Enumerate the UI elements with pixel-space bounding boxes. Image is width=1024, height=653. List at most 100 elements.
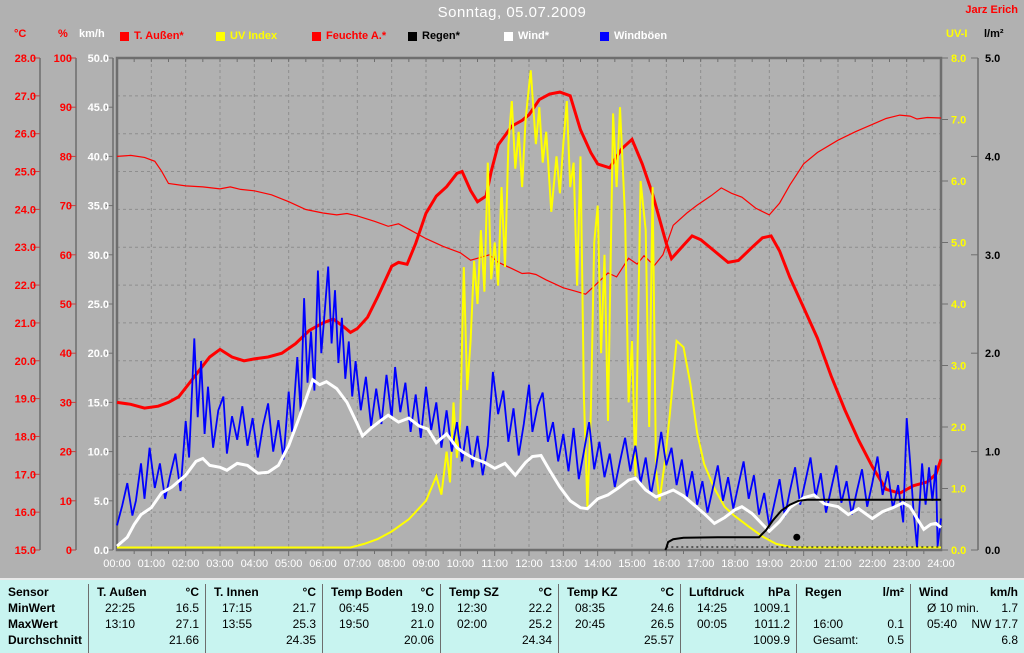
axis-label-degC: 27.0: [15, 91, 36, 103]
table-row: 24.34: [449, 632, 552, 648]
axis-label-lm2: 4.0: [985, 151, 1000, 163]
column-name: T. Außen: [97, 585, 147, 599]
axis-title-degc: °C: [14, 28, 27, 40]
x-axis-label: 18:00: [721, 558, 749, 570]
series-wind: [116, 377, 942, 548]
column-unit: l/m²: [882, 585, 904, 599]
x-axis-label: 06:00: [309, 558, 337, 570]
table-row: 13:55 25.3: [214, 616, 316, 632]
avg-label: Gesamt:: [813, 633, 859, 647]
x-axis-label: 12:00: [515, 558, 543, 570]
column-unit: °C: [185, 585, 199, 599]
axis-label-degC: 18.0: [15, 431, 36, 443]
min-time: 06:45: [339, 601, 370, 615]
series-windb-en: [116, 266, 942, 548]
x-axis-label: 03:00: [206, 558, 234, 570]
avg-label: [97, 632, 105, 648]
axis-label-degC: 28.0: [15, 53, 36, 65]
table-column-header: Temp KZ °C: [567, 584, 674, 600]
column-unit: °C: [538, 585, 552, 599]
min-value: 1.7: [1001, 601, 1018, 615]
column-name: Regen: [805, 585, 842, 599]
min-time: [805, 600, 813, 616]
table-row: 06:45 19.0: [331, 600, 434, 616]
avg-value: 24.34: [521, 633, 552, 647]
x-axis-label: 07:00: [344, 558, 372, 570]
chart-legend: T. Außen* UV Index Feuchte A.* Regen* Wi…: [120, 30, 667, 42]
table-row: 14:25 1009.1: [689, 600, 790, 616]
column-unit: °C: [302, 585, 316, 599]
table-row: 19:50 21.0: [331, 616, 434, 632]
legend-item-wind: Wind*: [504, 30, 600, 42]
column-name: T. Innen: [214, 585, 259, 599]
min-value: 21.7: [292, 601, 316, 615]
min-time: 08:35: [575, 601, 606, 615]
table-column-regen: Regen l/m² 16:00 0.1 Gesamt: 0.5: [796, 584, 910, 653]
axis-label-percent: 100: [54, 53, 72, 65]
axis-title-percent: %: [58, 28, 68, 40]
max-time: 05:40: [927, 617, 958, 631]
column-unit: hPa: [767, 585, 790, 599]
table-column-t-aussen: T. Außen °C 22:25 16.5 13:10 27.1 21.66: [88, 584, 205, 653]
series-uv-index: [117, 70, 941, 549]
table-row: Ø 10 min. 1.7: [919, 600, 1018, 616]
table-row: [805, 600, 904, 616]
avg-label: [214, 632, 222, 648]
avg-value: 6.8: [1001, 633, 1018, 647]
axis-label-percent: 90: [60, 102, 72, 114]
min-time: 17:15: [222, 601, 253, 615]
axis-label-percent: 50: [60, 299, 72, 311]
max-value: 25.3: [292, 617, 316, 631]
x-axis-label: 21:00: [824, 558, 852, 570]
min-time: 12:30: [457, 601, 488, 615]
axis-label-kmh: 25.0: [88, 299, 109, 311]
max-value: NW 17.7: [971, 617, 1018, 631]
axis-label-uv: 5.0: [951, 238, 966, 250]
table-row: 21.66: [97, 632, 199, 648]
axis-label-percent: 60: [60, 250, 72, 262]
avg-value: 0.5: [887, 633, 904, 647]
table-row: 12:30 22.2: [449, 600, 552, 616]
page-title: Sonntag, 05.07.2009: [437, 4, 587, 21]
table-header-sensor: Sensor: [8, 585, 49, 599]
axis-label-kmh: 50.0: [88, 53, 109, 65]
max-value: 27.1: [175, 617, 199, 631]
column-unit: °C: [660, 585, 674, 599]
table-column-temp-boden: Temp Boden °C 06:45 19.0 19:50 21.0 20.06: [322, 584, 440, 653]
avg-label: [567, 632, 575, 648]
table-row: 13:10 27.1: [97, 616, 199, 632]
x-axis-label: 11:00: [481, 558, 508, 570]
legend-item-feuchte: Feuchte A.*: [312, 30, 408, 42]
max-value: 0.1: [887, 617, 904, 631]
table-column-wind: Wind km/h Ø 10 min. 1.7 05:40 NW 17.7 6.8: [910, 584, 1024, 653]
table-rowlabel-minwert: MinWert: [8, 601, 56, 615]
column-name: Luftdruck: [689, 585, 745, 599]
axis-label-kmh: 45.0: [88, 102, 109, 114]
table-row: 16:00 0.1: [805, 616, 904, 632]
table-row: 1009.9: [689, 632, 790, 648]
axis-label-degC: 26.0: [15, 129, 36, 141]
axis-title-lm2: l/m²: [984, 28, 1004, 40]
series-regen: [664, 498, 941, 551]
axis-label-lm2: 5.0: [985, 53, 1000, 65]
max-time: 02:00: [457, 617, 488, 631]
legend-swatch-blue-icon: [600, 31, 609, 41]
table-rowlabel-maxwert: MaxWert: [8, 617, 58, 631]
axis-label-lm2: 1.0: [985, 447, 1000, 459]
table-column-temp-kz: Temp KZ °C 08:35 24.6 20:45 26.5 25.57: [558, 584, 680, 653]
axis-label-uv: 7.0: [951, 115, 966, 127]
axis-label-degC: 23.0: [15, 242, 36, 254]
axis-label-lm2: 2.0: [985, 348, 1000, 360]
axis-label-kmh: 40.0: [88, 151, 109, 163]
legend-label: Wind*: [518, 30, 550, 42]
column-unit: km/h: [989, 585, 1018, 599]
axis-label-lm2: 0.0: [985, 545, 1000, 557]
x-axis-label: 19:00: [756, 558, 784, 570]
axis-label-percent: 80: [60, 151, 72, 163]
axis-label-uv: 8.0: [951, 53, 966, 65]
table-row: 05:40 NW 17.7: [919, 616, 1018, 632]
axis-label-uv: 1.0: [951, 484, 966, 496]
axis-label-degC: 24.0: [15, 204, 36, 216]
legend-label: UV Index: [230, 30, 278, 42]
